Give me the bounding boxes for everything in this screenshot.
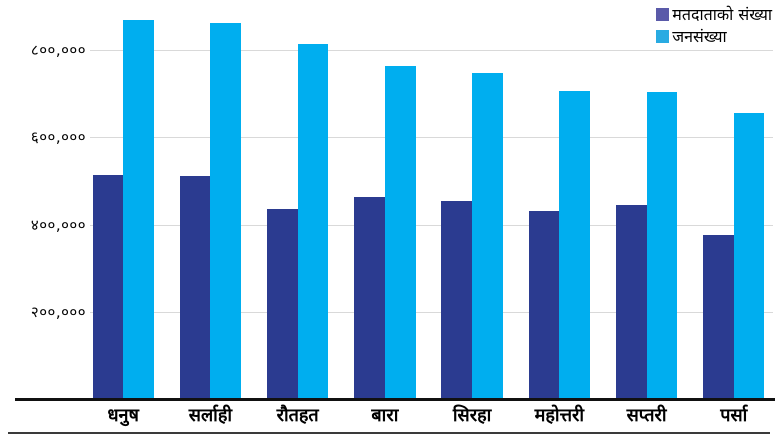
- bar-voters-6: [615, 204, 647, 399]
- x-tick-label-6: सप्तरी: [626, 405, 667, 426]
- bar-population-7: [733, 112, 765, 399]
- x-tick-label-0: धनुष: [107, 405, 139, 426]
- bar-population-3: [384, 66, 416, 399]
- gridline-600000: [90, 137, 773, 139]
- x-tick-label-4: सिरहा: [452, 405, 492, 426]
- bar-voters-7: [703, 234, 734, 399]
- x-tick-label-3: बारा: [371, 405, 399, 426]
- gridline-800000: [90, 50, 773, 51]
- x-axis-line: [15, 398, 775, 401]
- y-tick-label-600000: ६००,०००: [30, 128, 86, 147]
- bar-population-1: [210, 22, 242, 399]
- bar-voters-1: [179, 175, 211, 399]
- bar-voters-0: [92, 174, 124, 399]
- y-tick-label-200000: २००,०००: [30, 302, 86, 321]
- y-tick-label-400000: ४००,०००: [30, 215, 86, 234]
- bar-population-2: [297, 44, 329, 399]
- legend-swatch-population-icon: [656, 30, 670, 43]
- legend-label-population: जनसंख्या: [672, 27, 727, 46]
- legend-item-population: जनसंख्या: [656, 27, 772, 46]
- bar-voters-5: [528, 211, 560, 399]
- bar-population-5: [559, 90, 591, 399]
- gridline-200000: [90, 311, 773, 313]
- chart-legend: मतदाताको संख्या जनसंख्या: [656, 5, 772, 46]
- legend-label-voters: मतदाताको संख्या: [672, 5, 772, 24]
- legend-item-voters: मतदाताको संख्या: [656, 5, 772, 24]
- x-tick-label-5: महोत्तरी: [534, 405, 585, 426]
- legend-swatch-voters-icon: [656, 8, 670, 21]
- gridline-400000: [90, 224, 773, 226]
- y-tick-label-800000: ८००,०००: [30, 41, 86, 59]
- x-tick-label-7: पर्सा: [720, 405, 748, 426]
- plot-area: [90, 0, 773, 399]
- bar-population-4: [472, 72, 503, 399]
- x-tick-label-1: सर्लाही: [188, 405, 233, 426]
- bar-voters-3: [354, 196, 385, 399]
- x-tick-label-2: रौतहत: [276, 405, 319, 426]
- bar-population-0: [123, 20, 154, 399]
- bar-voters-2: [266, 208, 298, 399]
- bar-voters-4: [441, 201, 473, 399]
- bottom-rule: [8, 432, 770, 434]
- bar-population-6: [646, 92, 678, 399]
